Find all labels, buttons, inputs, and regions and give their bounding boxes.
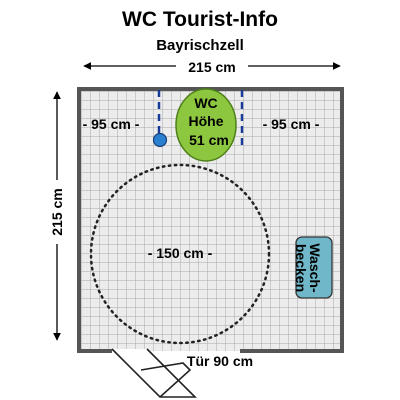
- sink-label-line2: becken: [293, 244, 309, 292]
- toilet-label-line1: WC: [194, 95, 217, 111]
- door-label: Tür 90 cm: [187, 353, 253, 369]
- clearance-left-label: - 95 cm -: [83, 116, 140, 132]
- toilet-label-line3: 51 cm: [189, 132, 229, 148]
- clearance-right-label: - 95 cm -: [263, 116, 320, 132]
- page-title: WC Tourist-Info: [122, 8, 278, 31]
- sink: [295, 236, 333, 299]
- width-label: 215 cm: [188, 59, 235, 75]
- page-subtitle: Bayrischzell: [156, 37, 244, 54]
- toilet: [175, 88, 237, 162]
- depth-label: 215 cm: [49, 188, 65, 235]
- turning-circle: [89, 163, 271, 345]
- door: [111, 348, 197, 398]
- turning-circle-label: - 150 cm -: [148, 245, 213, 261]
- sink-label-line1: Wasch-: [307, 243, 323, 293]
- toilet-label-line2: Höhe: [189, 113, 224, 129]
- flush-button-icon: [152, 132, 168, 148]
